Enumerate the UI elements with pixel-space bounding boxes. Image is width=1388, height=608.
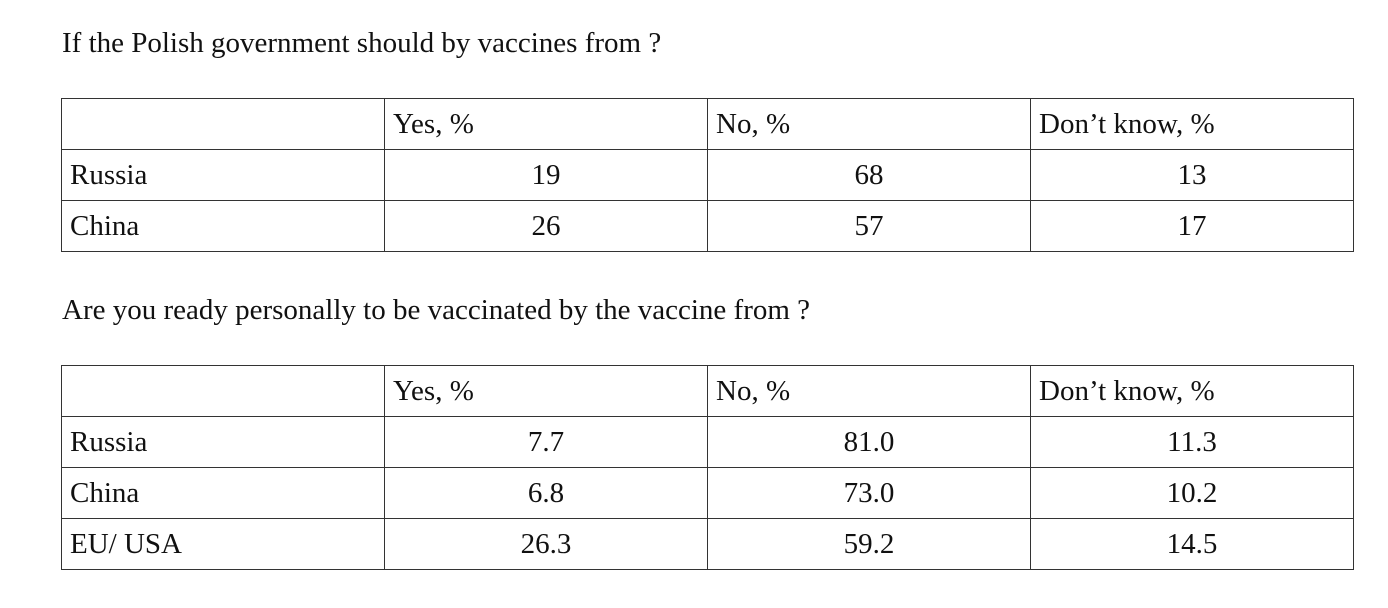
value-cell: 17	[1030, 200, 1354, 252]
row-label: China	[61, 467, 385, 519]
corner-cell	[61, 365, 385, 417]
value-cell: 59.2	[707, 518, 1031, 570]
value-cell: 10.2	[1030, 467, 1354, 519]
data-row: Russia 19 68 13	[61, 149, 1354, 201]
header-cell: Don’t know, %	[1030, 98, 1354, 150]
row-label: Russia	[61, 416, 385, 468]
row-label: EU/ USA	[61, 518, 385, 570]
value-cell: 81.0	[707, 416, 1031, 468]
header-cell: Don’t know, %	[1030, 365, 1354, 417]
header-row: Yes, % No, % Don’t know, %	[61, 365, 1354, 417]
value-cell: 73.0	[707, 467, 1031, 519]
value-cell: 26.3	[384, 518, 708, 570]
value-cell: 26	[384, 200, 708, 252]
header-cell: Yes, %	[384, 98, 708, 150]
header-cell: No, %	[707, 365, 1031, 417]
value-cell: 6.8	[384, 467, 708, 519]
value-cell: 68	[707, 149, 1031, 201]
question-title: If the Polish government should by vacci…	[62, 27, 662, 59]
corner-cell	[61, 98, 385, 150]
row-label: China	[61, 200, 385, 252]
header-cell: Yes, %	[384, 365, 708, 417]
value-cell: 19	[384, 149, 708, 201]
value-cell: 14.5	[1030, 518, 1354, 570]
row-label: Russia	[61, 149, 385, 201]
results-table: Yes, % No, % Don’t know, % Russia 19 68 13 Chin…	[61, 98, 1354, 252]
data-row: EU/ USA 26.3 59.2 14.5	[61, 518, 1354, 570]
value-cell: 7.7	[384, 416, 708, 468]
results-table: Yes, % No, % Don’t know, % Russia 7.7 81.0 11.…	[61, 365, 1354, 570]
data-row: China 26 57 17	[61, 200, 1354, 252]
value-cell: 13	[1030, 149, 1354, 201]
header-cell: No, %	[707, 98, 1031, 150]
header-row: Yes, % No, % Don’t know, %	[61, 98, 1354, 150]
value-cell: 11.3	[1030, 416, 1354, 468]
question-title: Are you ready personally to be vaccinate…	[62, 294, 811, 326]
data-row: Russia 7.7 81.0 11.3	[61, 416, 1354, 468]
value-cell: 57	[707, 200, 1031, 252]
data-row: China 6.8 73.0 10.2	[61, 467, 1354, 519]
